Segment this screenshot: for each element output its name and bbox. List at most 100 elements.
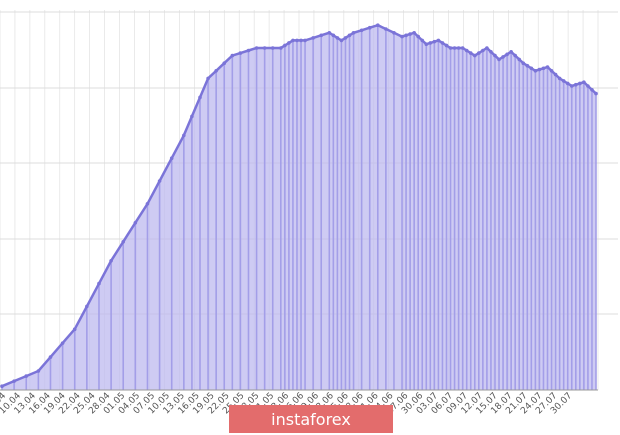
data-point: [97, 281, 101, 286]
data-point: [0, 384, 4, 389]
data-point: [460, 46, 465, 50]
data-point: [359, 28, 364, 33]
data-point: [440, 41, 445, 45]
data-point: [565, 81, 570, 86]
data-point: [485, 46, 489, 50]
data-point: [436, 38, 441, 43]
data-point: [408, 32, 412, 36]
data-point: [367, 25, 372, 30]
data-point: [481, 48, 485, 53]
data-point: [375, 23, 380, 28]
watermark-banner: instaforex: [229, 405, 393, 433]
data-point: [456, 46, 461, 50]
data-point: [339, 38, 344, 43]
data-point: [517, 57, 522, 62]
data-point: [537, 67, 542, 72]
data-point: [561, 79, 566, 83]
data-point: [525, 63, 530, 68]
data-point: [36, 369, 41, 373]
data-point: [412, 31, 416, 35]
data-point: [343, 36, 348, 40]
data-point: [109, 259, 113, 263]
data-point: [157, 179, 162, 183]
data-point: [392, 31, 396, 35]
data-point: [238, 51, 243, 55]
data-point: [254, 46, 259, 50]
data-point: [472, 53, 477, 58]
data-point: [509, 50, 513, 54]
data-point: [169, 156, 174, 160]
data-point: [590, 88, 594, 92]
data-point: [133, 221, 138, 225]
data-point: [230, 53, 235, 58]
data-point: [549, 69, 554, 73]
data-point: [428, 41, 433, 45]
data-point: [303, 38, 307, 43]
data-point: [493, 53, 497, 58]
data-point: [557, 76, 562, 81]
data-point: [578, 81, 582, 86]
data-point: [311, 36, 315, 40]
data-point: [573, 82, 578, 87]
data-point: [121, 240, 126, 244]
data-point: [545, 65, 550, 69]
data-point: [501, 55, 505, 59]
data-point: [299, 38, 303, 43]
data-point: [319, 33, 324, 38]
data-point: [246, 48, 251, 53]
data-point: [331, 33, 336, 38]
data-point: [198, 95, 202, 100]
data-point: [145, 202, 150, 206]
data-point: [347, 33, 352, 38]
data-point: [48, 355, 53, 359]
data-point: [206, 76, 210, 81]
data-point: [594, 91, 598, 96]
data-point: [444, 43, 449, 48]
data-point: [24, 374, 29, 378]
data-point: [262, 46, 267, 50]
data-point: [327, 31, 332, 35]
data-point: [432, 39, 437, 44]
data-point: [72, 327, 77, 332]
data-point: [513, 53, 517, 58]
data-point: [279, 46, 283, 50]
data-point: [12, 379, 16, 383]
data-point: [533, 69, 538, 73]
data-point: [569, 84, 574, 88]
data-point: [291, 38, 295, 43]
data-point: [448, 46, 453, 50]
data-point: [270, 46, 275, 50]
data-point: [452, 46, 457, 50]
data-point: [182, 133, 186, 138]
data-point: [416, 34, 421, 39]
bars: [1, 25, 597, 390]
data-point: [586, 84, 590, 88]
data-point: [60, 341, 65, 345]
data-point: [521, 61, 526, 65]
data-point: [335, 36, 340, 40]
data-point: [541, 66, 546, 71]
watermark-text: instaforex: [271, 409, 351, 429]
data-point: [295, 38, 299, 43]
data-point: [85, 304, 89, 309]
data-point: [424, 42, 429, 46]
data-point: [287, 41, 291, 45]
data-point: [505, 52, 509, 57]
data-point: [468, 51, 473, 55]
series-area: [2, 25, 596, 390]
data-point: [420, 38, 425, 43]
data-point: [400, 34, 404, 39]
data-point: [404, 33, 408, 38]
data-point: [283, 43, 287, 48]
data-point: [489, 50, 493, 54]
data-point: [351, 31, 356, 35]
data-point: [582, 80, 586, 84]
data-point: [529, 66, 534, 71]
points: [0, 23, 598, 389]
data-point: [497, 57, 501, 62]
data-point: [384, 27, 388, 31]
data-point: [477, 51, 481, 55]
data-point: [190, 114, 194, 119]
data-point: [553, 72, 558, 77]
